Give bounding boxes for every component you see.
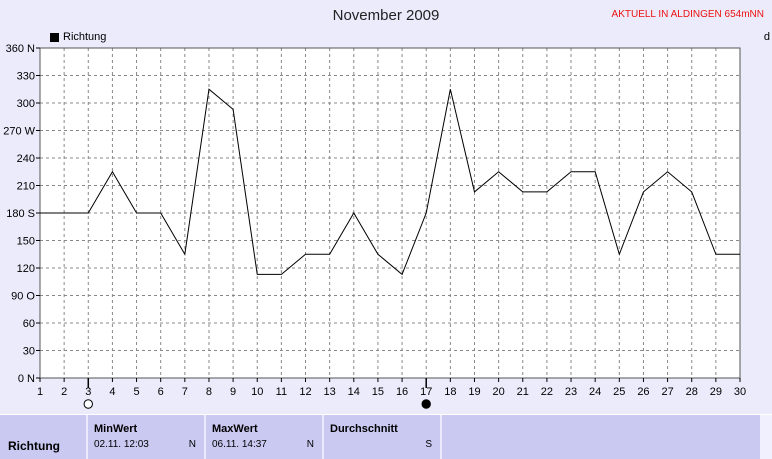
y-tick-label: 60 <box>23 318 35 330</box>
series-line <box>40 88 740 276</box>
stats-filler <box>442 415 760 459</box>
x-tick-label: 22 <box>541 386 553 398</box>
new-moon-marker <box>83 399 93 409</box>
stats-row-label: Richtung <box>0 415 86 459</box>
x-tick-label: 10 <box>251 386 263 398</box>
avg-label: Durchschnitt <box>330 423 398 435</box>
x-tick-label: 7 <box>182 386 188 398</box>
x-tick-label: 30 <box>734 386 746 398</box>
min-value: 02.11. 12:03 <box>94 439 149 450</box>
x-tick-label: 3 <box>85 386 91 398</box>
x-tick-label: 8 <box>206 386 212 398</box>
max-value: 06.11. 14:37 <box>212 439 267 450</box>
x-tick-label: 23 <box>565 386 577 398</box>
x-tick-label: 25 <box>613 386 625 398</box>
legend-label: Richtung <box>63 31 107 43</box>
y-tick-label: 330 <box>17 71 35 83</box>
legend-swatch <box>50 32 59 42</box>
x-tick-label: 11 <box>276 386 287 398</box>
y-tick-label: 180 S <box>6 208 35 220</box>
x-tick-label: 26 <box>637 386 649 398</box>
x-tick-label: 14 <box>348 386 360 398</box>
x-tick-label: 17 <box>420 386 432 398</box>
x-tick-label: 20 <box>492 386 504 398</box>
chart-legend: Richtung <box>50 31 106 43</box>
x-tick-label: 13 <box>324 386 336 398</box>
avg-cell: Durchschnitt S <box>324 415 440 459</box>
x-tick-label: 24 <box>589 386 601 398</box>
y-tick-label: 240 <box>17 153 35 165</box>
page-title: November 2009 <box>332 7 440 24</box>
x-tick-label: 19 <box>468 386 480 398</box>
full-moon-marker <box>421 399 431 409</box>
y-tick-label: 90 O <box>11 291 35 303</box>
y-tick-label: 150 <box>17 236 35 248</box>
min-label: MinWert <box>94 423 138 435</box>
stats-endcap <box>760 415 772 459</box>
y-tick-label: 360 N <box>6 43 35 55</box>
y-tick-label: 0 N <box>18 373 35 385</box>
x-tick-label: 5 <box>133 386 139 398</box>
x-tick-label: 27 <box>661 386 673 398</box>
x-tick-label: 1 <box>37 386 43 398</box>
x-tick-label: 29 <box>710 386 722 398</box>
max-label: MaxWert <box>212 423 258 435</box>
edge-text: d <box>763 31 770 43</box>
x-tick-label: 16 <box>396 386 408 398</box>
y-tick-label: 300 <box>17 98 35 110</box>
x-tick-label: 18 <box>444 386 456 398</box>
max-direction: N <box>306 439 314 450</box>
x-tick-label: 4 <box>109 386 115 398</box>
avg-direction: S <box>425 439 432 450</box>
x-tick-label: 6 <box>158 386 164 398</box>
y-tick-label: 270 W <box>3 126 35 138</box>
x-tick-label: 12 <box>299 386 311 398</box>
y-tick-label: 210 <box>17 181 35 193</box>
x-tick-label: 21 <box>517 386 529 398</box>
x-tick-label: 2 <box>61 386 67 398</box>
stats-panel: Richtung MinWert 02.11. 12:03 N MaxWert … <box>0 414 772 459</box>
min-cell: MinWert 02.11. 12:03 N <box>88 415 204 459</box>
max-cell: MaxWert 06.11. 14:37 N <box>206 415 322 459</box>
min-direction: N <box>188 439 196 450</box>
y-tick-label: 120 <box>17 263 35 275</box>
status-badge: AKTUELL IN ALDINGEN 654mNN <box>611 9 764 20</box>
x-tick-label: 9 <box>230 386 236 398</box>
y-tick-label: 30 <box>23 346 35 358</box>
x-tick-label: 15 <box>372 386 384 398</box>
x-tick-label: 28 <box>686 386 698 398</box>
